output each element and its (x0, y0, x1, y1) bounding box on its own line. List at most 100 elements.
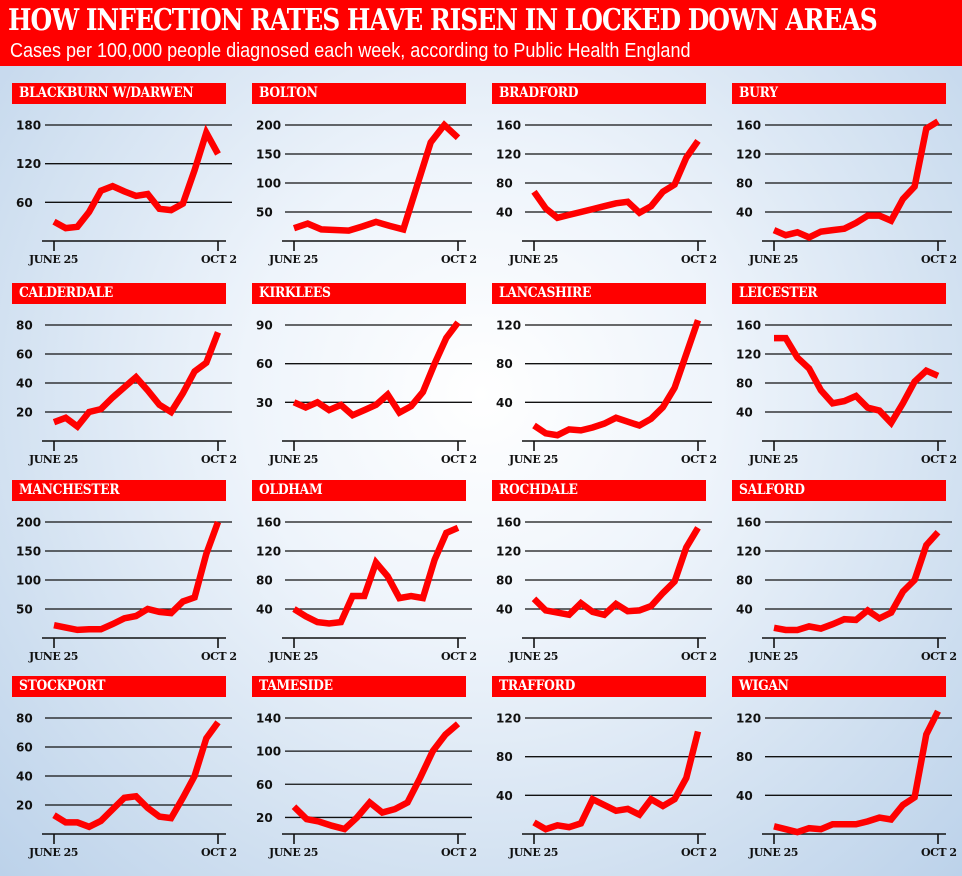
panel-title-bar: TRAFFORD (492, 676, 706, 697)
y-tick-label: 60 (256, 778, 273, 792)
y-tick-label: 120 (496, 319, 521, 333)
panel-title: BRADFORD (499, 85, 579, 101)
y-tick-label: 40 (736, 406, 753, 420)
panel-title-bar: BRADFORD (492, 83, 706, 104)
x-tick-label-end: OCT 2 (441, 846, 477, 859)
chart-panel-kirklees: KIRKLEES 30 60 90 JUNE 25 OCT 2 (250, 275, 490, 471)
x-tick-label-start: JUNE 25 (28, 846, 78, 859)
x-tick-label-end: OCT 2 (201, 253, 237, 266)
panel-title: OLDHAM (259, 482, 323, 498)
series-line (52, 720, 221, 831)
y-tick-label: 100 (256, 177, 281, 191)
panel-title-bar: LEICESTER (732, 283, 946, 304)
y-tick-label: 120 (736, 148, 761, 162)
y-tick-label: 80 (736, 574, 753, 588)
series-line (532, 730, 702, 833)
header-banner: HOW INFECTION RATES HAVE RISEN IN LOCKED… (0, 0, 962, 66)
line-chart: 40 80 120 160 JUNE 25 OCT 2 (256, 516, 477, 664)
y-tick-label: 120 (736, 545, 761, 559)
x-tick-label-start: JUNE 25 (508, 253, 558, 266)
x-tick-label-end: OCT 2 (201, 650, 237, 663)
chart-panel-salford: SALFORD 40 80 120 160 JUNE 25 OCT 2 (730, 472, 962, 668)
x-tick-label-start: JUNE 25 (508, 650, 558, 663)
x-tick-label-start: JUNE 25 (508, 453, 558, 466)
line-chart: 20 40 60 80 JUNE 25 OCT 2 (16, 319, 237, 467)
x-tick-label-start: JUNE 25 (268, 650, 318, 663)
x-tick-label-end: OCT 2 (201, 453, 237, 466)
panel-title-bar: TAMESIDE (252, 676, 466, 697)
y-tick-label: 100 (16, 574, 41, 588)
line-chart: 50 100 150 200 JUNE 25 OCT 2 (16, 516, 237, 664)
y-tick-label: 40 (496, 206, 513, 220)
line-chart: 40 80 120 160 JUNE 25 OCT 2 (496, 119, 717, 267)
chart-panel-trafford: TRAFFORD 40 80 120 JUNE 25 OCT 2 (490, 668, 730, 864)
panel-title-bar: KIRKLEES (252, 283, 466, 304)
series-line (292, 524, 460, 627)
chart-panel-manchester: MANCHESTER 50 100 150 200 JUNE 25 OCT 2 (10, 472, 250, 668)
x-tick-label-start: JUNE 25 (28, 453, 78, 466)
x-tick-label-end: OCT 2 (441, 253, 477, 266)
x-tick-label-start: JUNE 25 (28, 253, 78, 266)
series-line (773, 709, 941, 836)
panel-title-bar: OLDHAM (252, 480, 466, 501)
panel-title: LEICESTER (739, 285, 818, 301)
y-tick-label: 20 (16, 799, 33, 813)
y-tick-label: 120 (16, 157, 41, 171)
y-tick-label: 120 (256, 545, 281, 559)
y-tick-label: 80 (496, 177, 513, 191)
chart-panel-stockport: STOCKPORT 20 40 60 80 JUNE 25 OCT 2 (10, 668, 250, 864)
chart-panel-blackburn-w-darwen: BLACKBURN W/DARWEN 60 120 180 JUNE 25 OCT 2 (10, 75, 250, 271)
line-chart: 40 80 120 160 JUNE 25 OCT 2 (736, 516, 957, 664)
series-line (773, 530, 941, 634)
x-tick-label-start: JUNE 25 (508, 846, 558, 859)
x-tick-label-end: OCT 2 (681, 846, 717, 859)
panel-title: LANCASHIRE (499, 285, 592, 301)
y-tick-label: 200 (256, 119, 281, 133)
y-tick-label: 30 (256, 396, 273, 410)
y-tick-label: 120 (736, 348, 761, 362)
x-tick-label-start: JUNE 25 (748, 253, 798, 266)
line-chart: 60 120 180 JUNE 25 OCT 2 (16, 119, 237, 267)
x-tick-label-end: OCT 2 (921, 846, 957, 859)
y-tick-label: 200 (16, 516, 41, 530)
y-tick-label: 80 (16, 319, 33, 333)
x-tick-label-end: OCT 2 (681, 453, 717, 466)
chart-panel-bury: BURY 40 80 120 160 JUNE 25 OCT 2 (730, 75, 962, 271)
y-tick-label: 50 (256, 206, 273, 220)
series-line (52, 331, 222, 431)
x-tick-label-end: OCT 2 (921, 650, 957, 663)
chart-panel-bradford: BRADFORD 40 80 120 160 JUNE 25 OCT 2 (490, 75, 730, 271)
y-tick-label: 160 (736, 119, 761, 133)
line-chart: 40 80 120 160 JUNE 25 OCT 2 (736, 319, 957, 467)
panel-title-bar: CALDERDALE (12, 283, 226, 304)
y-tick-label: 120 (496, 712, 521, 726)
x-tick-label-start: JUNE 25 (268, 453, 318, 466)
chart-panel-tameside: TAMESIDE 20 60 100 140 JUNE 25 OCT 2 (250, 668, 490, 864)
y-tick-label: 80 (736, 377, 753, 391)
page-title: HOW INFECTION RATES HAVE RISEN IN LOCKED… (8, 3, 878, 38)
y-tick-label: 80 (256, 574, 273, 588)
y-tick-label: 40 (736, 206, 753, 220)
y-tick-label: 40 (736, 789, 753, 803)
series-line (531, 139, 701, 222)
line-chart: 40 80 120 160 JUNE 25 OCT 2 (496, 516, 717, 664)
panel-title: BOLTON (259, 85, 318, 101)
page-subtitle: Cases per 100,000 people diagnosed each … (10, 40, 691, 62)
series-line (291, 721, 461, 833)
chart-panel-rochdale: ROCHDALE 40 80 120 160 JUNE 25 OCT 2 (490, 472, 730, 668)
y-tick-label: 80 (496, 750, 513, 764)
series-line (774, 334, 940, 429)
x-tick-label-start: JUNE 25 (748, 846, 798, 859)
panel-title-bar: SALFORD (732, 480, 946, 501)
y-tick-label: 40 (16, 770, 33, 784)
panel-title: KIRKLEES (259, 285, 331, 301)
panel-title: BURY (739, 85, 778, 101)
panel-title: WIGAN (739, 678, 789, 694)
panel-title: STOCKPORT (19, 678, 106, 694)
y-tick-label: 160 (736, 319, 761, 333)
series-line (772, 118, 940, 241)
series-line (292, 320, 461, 420)
panel-title: BLACKBURN W/DARWEN (19, 85, 194, 101)
y-tick-label: 20 (256, 811, 273, 825)
line-chart: 40 80 120 JUNE 25 OCT 2 (736, 709, 957, 859)
